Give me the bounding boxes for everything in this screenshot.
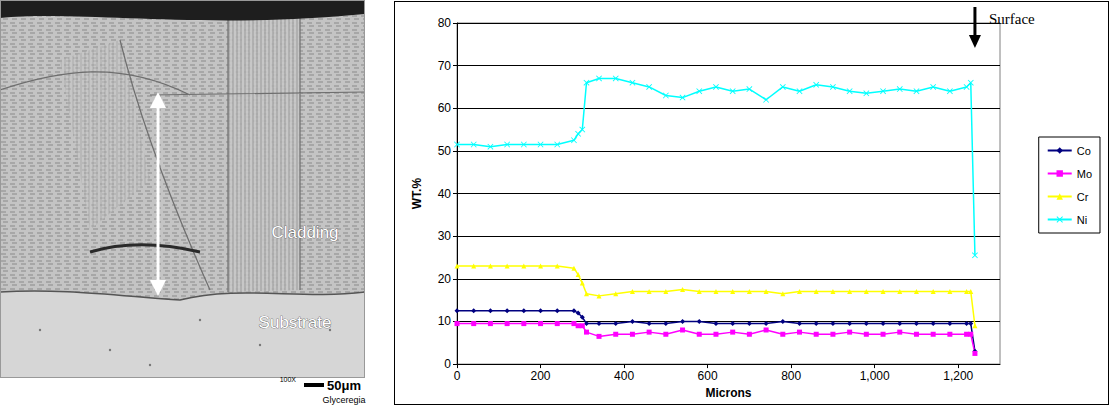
svg-text:0: 0 [444, 357, 451, 371]
svg-text:400: 400 [614, 369, 634, 383]
svg-text:80: 80 [438, 16, 452, 30]
svg-text:1,000: 1,000 [860, 369, 890, 383]
svg-text:Microns: Microns [705, 386, 751, 400]
svg-text:200: 200 [531, 369, 551, 383]
svg-text:Cr: Cr [1077, 191, 1089, 203]
svg-text:Glyceregia: Glyceregia [322, 395, 365, 405]
svg-text:Cladding: Cladding [271, 223, 338, 242]
svg-text:800: 800 [781, 369, 801, 383]
svg-text:Ni: Ni [1077, 214, 1087, 226]
svg-text:100X: 100X [280, 376, 297, 383]
svg-text:600: 600 [698, 369, 718, 383]
svg-text:30: 30 [438, 229, 452, 243]
svg-text:WT.%: WT.% [410, 178, 424, 210]
svg-text:0: 0 [454, 369, 461, 383]
svg-text:Mo: Mo [1077, 168, 1092, 180]
svg-text:60: 60 [438, 101, 452, 115]
svg-text:Substrate: Substrate [259, 313, 332, 332]
svg-text:Co: Co [1077, 145, 1091, 157]
svg-text:40: 40 [438, 187, 452, 201]
svg-text:50: 50 [438, 144, 452, 158]
svg-text:20: 20 [438, 272, 452, 286]
svg-text:10: 10 [438, 314, 452, 328]
svg-text:1,200: 1,200 [943, 369, 973, 383]
svg-text:70: 70 [438, 59, 452, 73]
svg-text:Surface: Surface [989, 11, 1035, 27]
svg-text:50μm: 50μm [327, 378, 361, 393]
